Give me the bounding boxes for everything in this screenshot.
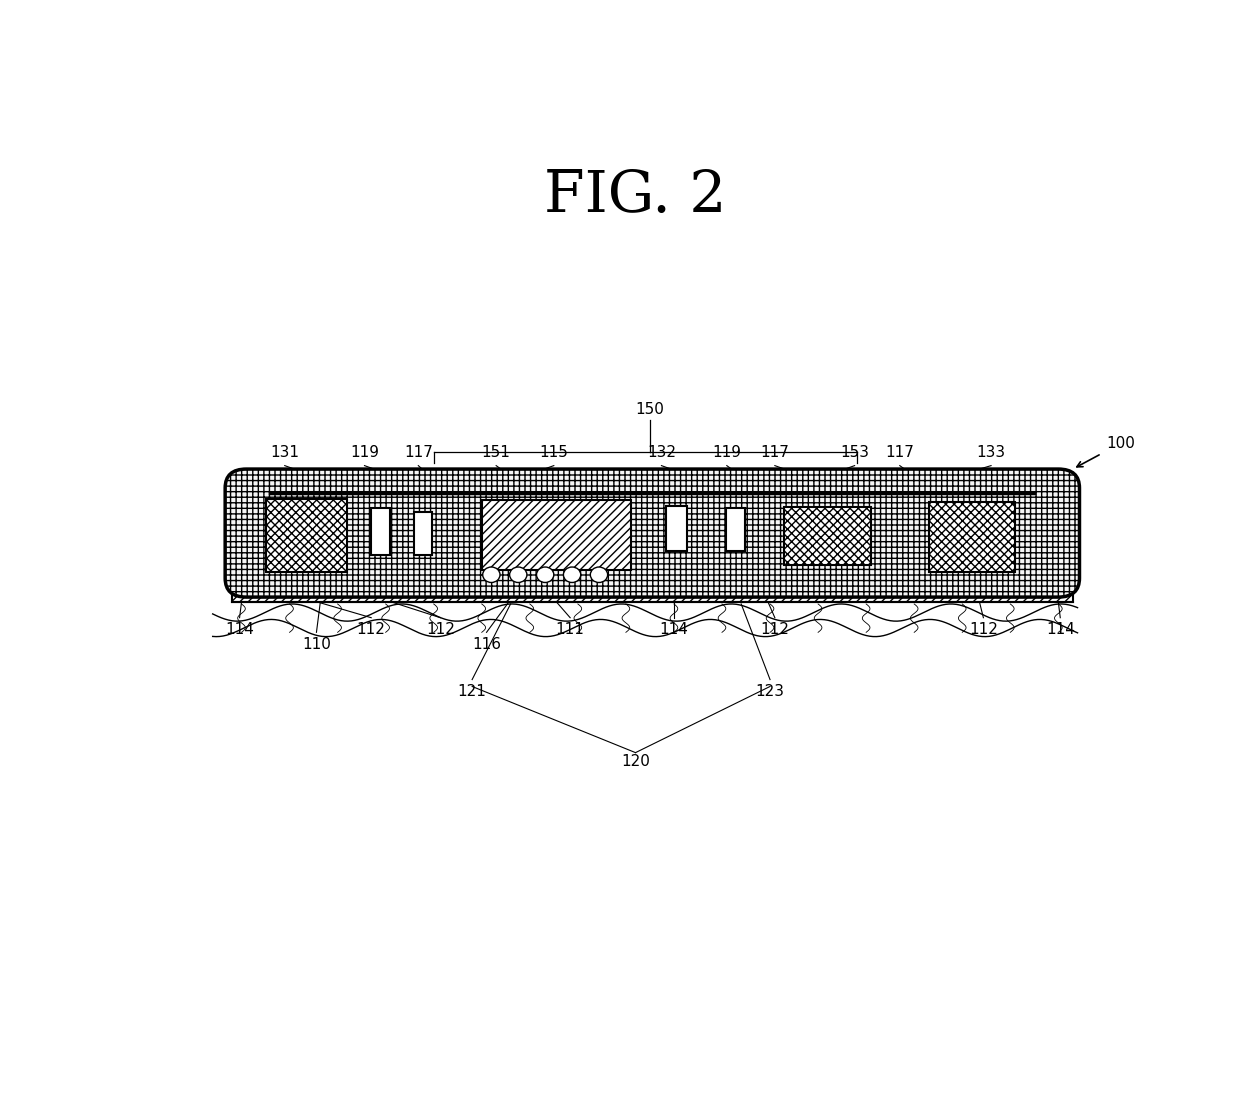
Text: 132: 132 (647, 445, 676, 461)
Circle shape (563, 567, 580, 583)
Bar (900, 573, 921, 578)
Bar (306, 573, 327, 578)
Bar (929, 502, 1016, 573)
Bar (929, 502, 1016, 573)
Bar (593, 573, 614, 578)
Text: 115: 115 (539, 445, 568, 461)
Bar (234, 573, 260, 578)
Bar (764, 573, 785, 578)
Bar (725, 508, 745, 550)
Text: 112: 112 (357, 622, 386, 637)
Bar (616, 573, 637, 578)
Circle shape (590, 567, 608, 583)
Text: 110: 110 (303, 636, 331, 652)
Text: 151: 151 (481, 445, 511, 461)
Text: 117: 117 (760, 445, 790, 461)
Text: 100: 100 (1106, 435, 1136, 451)
Text: 119: 119 (712, 445, 742, 461)
Text: 112: 112 (760, 622, 790, 637)
Text: 111: 111 (556, 622, 584, 637)
Bar (785, 507, 870, 566)
Bar (232, 578, 1073, 603)
Bar (306, 573, 327, 578)
Text: 119: 119 (350, 445, 379, 461)
Text: 112: 112 (968, 622, 998, 637)
Text: 150: 150 (635, 403, 665, 417)
Bar (1001, 573, 1022, 578)
Bar (616, 573, 637, 578)
Text: 112: 112 (427, 622, 455, 637)
Bar (900, 573, 921, 578)
Bar (481, 500, 631, 570)
Text: 123: 123 (755, 684, 785, 699)
Bar (234, 573, 260, 578)
Bar (640, 573, 661, 578)
Text: 114: 114 (226, 622, 254, 637)
Bar (703, 573, 724, 578)
Text: 133: 133 (977, 445, 1006, 461)
Bar (501, 573, 516, 578)
Text: 114: 114 (1045, 622, 1075, 637)
Bar (799, 573, 812, 578)
Bar (371, 508, 391, 555)
Bar (1001, 573, 1022, 578)
Bar (967, 573, 988, 578)
Bar (414, 512, 432, 555)
Bar (864, 573, 885, 578)
Bar (785, 507, 870, 566)
Bar (864, 573, 885, 578)
Text: 117: 117 (885, 445, 914, 461)
Bar (1049, 573, 1075, 578)
Bar (665, 573, 686, 578)
Bar (567, 573, 588, 578)
Text: 121: 121 (458, 684, 486, 699)
Bar (764, 573, 785, 578)
Text: 114: 114 (660, 622, 688, 637)
FancyBboxPatch shape (226, 469, 1080, 597)
Bar (381, 573, 402, 578)
Text: 116: 116 (472, 636, 501, 652)
Text: 120: 120 (621, 753, 650, 769)
Bar (799, 573, 812, 578)
Bar (1049, 573, 1075, 578)
Bar (436, 573, 451, 578)
Bar (265, 499, 347, 573)
Bar (232, 578, 1073, 603)
Bar (593, 573, 614, 578)
Circle shape (482, 567, 500, 583)
Bar (967, 573, 988, 578)
Bar (665, 573, 686, 578)
Circle shape (537, 567, 554, 583)
Text: FIG. 2: FIG. 2 (544, 169, 727, 224)
Bar (436, 573, 451, 578)
Bar (703, 573, 724, 578)
Bar (640, 573, 661, 578)
Text: 131: 131 (270, 445, 299, 461)
Bar (381, 573, 402, 578)
Bar (481, 500, 631, 570)
Bar (265, 499, 347, 573)
Text: 117: 117 (404, 445, 433, 461)
Bar (666, 506, 687, 550)
Bar (501, 573, 516, 578)
Text: 153: 153 (841, 445, 869, 461)
Circle shape (510, 567, 527, 583)
Bar (567, 573, 588, 578)
